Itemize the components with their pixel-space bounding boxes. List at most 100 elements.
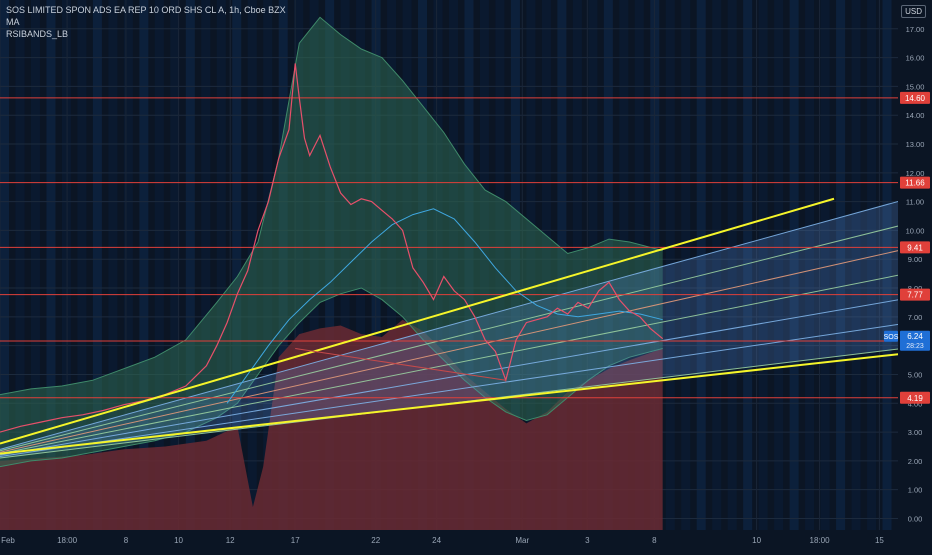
x-tick-label: 15: [875, 536, 884, 545]
bg-stripe: [61, 0, 71, 530]
bg-stripe: [139, 0, 149, 530]
legend-symbol: SOS LIMITED SPON ADS EA REP 10 ORD SHS C…: [6, 5, 286, 15]
ma-line: [226, 208, 663, 404]
bg-stripe: [92, 0, 102, 530]
channel-line: [0, 217, 932, 452]
bg-stripe: [712, 0, 722, 530]
x-tick-label: 8: [652, 536, 657, 545]
current-price-tag: [900, 330, 930, 351]
price-path: [0, 63, 664, 433]
y-tick-label: 0.00: [908, 514, 923, 523]
y-tick-label: 7.00: [908, 313, 923, 322]
trendlines: [0, 197, 932, 455]
bg-stripe: [836, 0, 846, 530]
x-tick-label: 10: [174, 536, 183, 545]
x-tick-label: 22: [371, 536, 380, 545]
x-tick-label: 17: [291, 536, 300, 545]
rsi-fill: [0, 319, 663, 530]
trendline: [0, 349, 932, 455]
bg-stripe: [216, 0, 226, 530]
level-tag: [900, 391, 930, 404]
level-tag: [900, 241, 930, 254]
y-tick-label: 10.00: [906, 226, 925, 235]
bg-stripe: [805, 0, 815, 530]
bg-stripe: [123, 0, 133, 530]
y-tick-label: 1.00: [908, 486, 923, 495]
y-tick-label: 2.00: [908, 457, 923, 466]
bg-stripe: [696, 0, 706, 530]
x-tick-label: 18:00: [57, 536, 78, 545]
bg-stripe: [681, 0, 691, 530]
bg-stripe: [665, 0, 675, 530]
bg-stripe: [820, 0, 830, 530]
level-tag: [900, 91, 930, 104]
currency-badge[interactable]: USD: [901, 5, 926, 18]
trendline: [0, 197, 835, 445]
chart-legend: SOS LIMITED SPON ADS EA REP 10 ORD SHS C…: [6, 4, 286, 40]
x-tick-label: 3: [585, 536, 590, 545]
bg-stripe: [867, 0, 877, 530]
y-tick-label: 5.00: [908, 370, 923, 379]
bg-stripe: [882, 0, 892, 530]
level-label: 11.66: [905, 179, 925, 188]
channel-line: [0, 242, 932, 453]
bg-stripe: [201, 0, 211, 530]
x-tick-label: 12: [226, 536, 235, 545]
y-tick-label: 8.00: [908, 284, 923, 293]
legend-indicator-rsibands[interactable]: RSIBANDS_LB: [6, 29, 69, 39]
band-upper-line: [0, 16, 663, 396]
bg-stripe: [774, 0, 784, 530]
x-tick-label: 10: [752, 536, 761, 545]
x-tick-label: 8: [124, 536, 129, 545]
channel-line: [0, 267, 932, 455]
y-tick-label: 17.00: [906, 25, 925, 34]
x-tick-label: Feb: [1, 536, 15, 545]
level-label: 9.41: [907, 243, 923, 252]
y-tick-label: 11.00: [906, 198, 924, 207]
bg-stripe: [15, 0, 25, 530]
bg-stripe: [743, 0, 753, 530]
bg-stripe: [727, 0, 737, 530]
bg-stripe: [789, 0, 799, 530]
symbol-tag: [884, 330, 898, 342]
price-axis-bg: [898, 0, 932, 530]
y-tick-label: 14.00: [906, 111, 925, 120]
channel-line: [0, 318, 932, 458]
y-tick-label: 12.00: [906, 169, 925, 178]
price-axis: 0.001.002.003.004.005.006.007.008.009.00…: [884, 0, 932, 530]
bg-stripe: [0, 0, 9, 530]
level-label: 4.19: [907, 394, 923, 403]
bg-stripe: [46, 0, 56, 530]
bg-stripe: [154, 0, 164, 530]
fan-channel: [0, 191, 932, 459]
time-axis-bg: [0, 530, 932, 550]
bg-stripe: [170, 0, 180, 530]
band-lower-line: [0, 287, 663, 468]
bg-stripe: [851, 0, 861, 530]
level-label: 7.77: [907, 291, 923, 300]
bg-stripe: [30, 0, 40, 530]
bg-stripe: [77, 0, 87, 530]
current-price-label: 6.24: [907, 332, 923, 341]
level-label: 14.60: [905, 94, 926, 103]
channel-fill: [0, 192, 932, 458]
x-tick-label: Mar: [515, 536, 529, 545]
countdown-label: 28:23: [906, 343, 924, 350]
ma-path: [226, 208, 663, 404]
bg-stripe: [758, 0, 768, 530]
level-tag: [900, 176, 930, 189]
channel-line: [0, 191, 932, 450]
y-tick-label: 16.00: [906, 54, 925, 63]
trendline: [295, 348, 506, 381]
time-axis: Feb 18:00 8 10 12 17 22 24 Mar 3 8 10 18:00 15: [0, 530, 932, 550]
price-line: [0, 63, 664, 433]
bg-stripe: [185, 0, 195, 530]
symbol-label: SOS: [884, 334, 899, 341]
bg-stripe: [108, 0, 118, 530]
level-tag: [900, 288, 930, 301]
rsi-area: [0, 319, 663, 530]
legend-indicator-ma[interactable]: MA: [6, 17, 20, 27]
y-tick-label: 15.00: [906, 82, 925, 91]
